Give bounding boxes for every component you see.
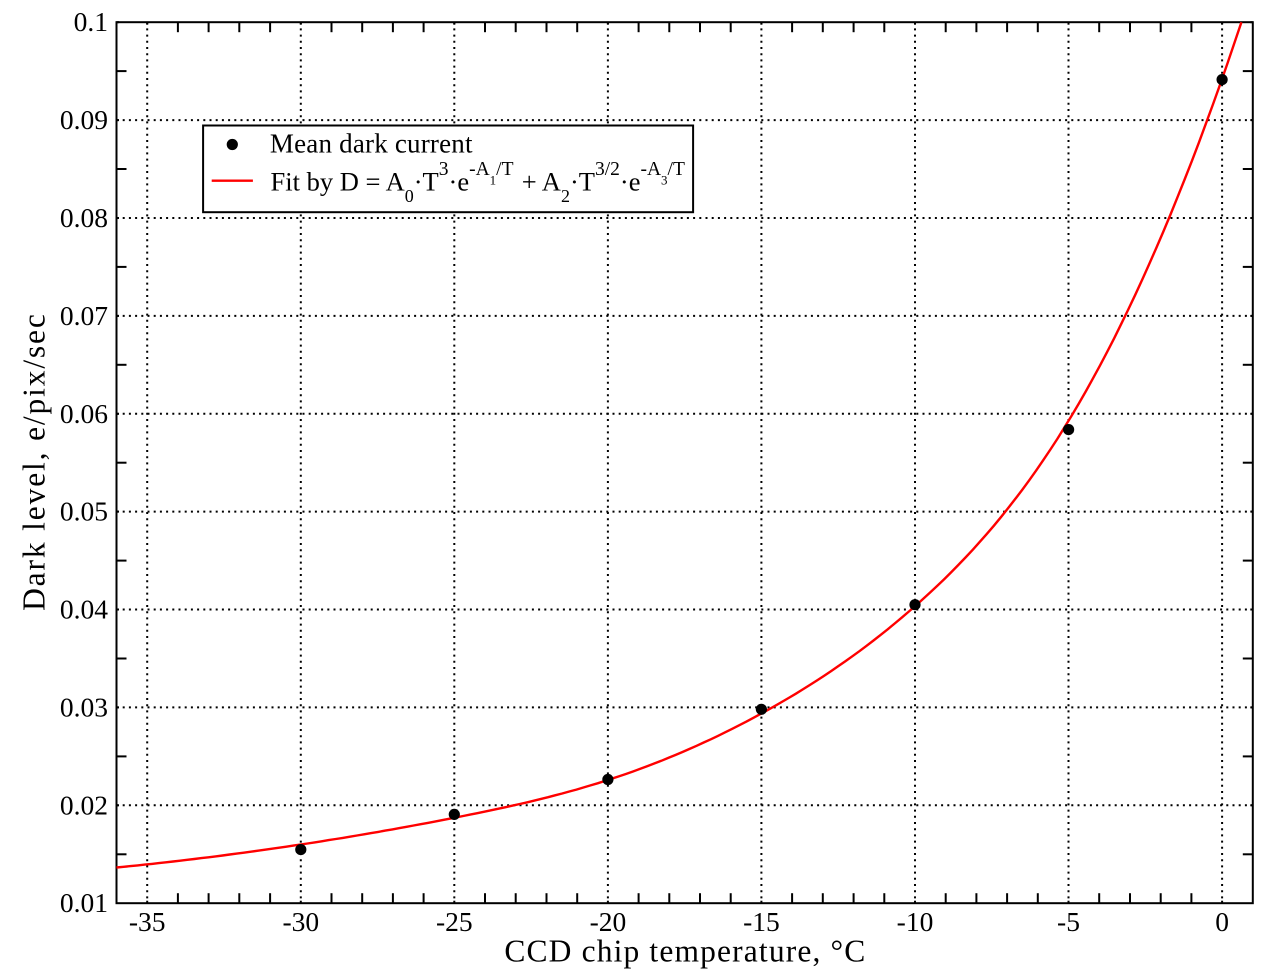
svg-text:0.06: 0.06 bbox=[60, 398, 108, 429]
svg-text:CCD chip temperature, °C: CCD chip temperature, °C bbox=[504, 934, 866, 969]
svg-text:-30: -30 bbox=[282, 906, 319, 937]
svg-text:-25: -25 bbox=[436, 906, 473, 937]
svg-text:-20: -20 bbox=[590, 906, 627, 937]
svg-text:0: 0 bbox=[1215, 906, 1229, 937]
svg-text:0.01: 0.01 bbox=[60, 887, 108, 918]
svg-text:0.02: 0.02 bbox=[60, 789, 108, 820]
svg-text:Mean dark current: Mean dark current bbox=[270, 128, 473, 158]
svg-text:-5: -5 bbox=[1057, 906, 1080, 937]
svg-text:0.04: 0.04 bbox=[60, 594, 108, 625]
svg-text:Dark level, e/pix/sec: Dark level, e/pix/sec bbox=[16, 312, 51, 611]
svg-text:0.03: 0.03 bbox=[60, 691, 108, 722]
svg-text:0.1: 0.1 bbox=[74, 6, 108, 37]
svg-text:0.09: 0.09 bbox=[60, 104, 108, 135]
svg-text:0.07: 0.07 bbox=[60, 300, 108, 331]
svg-text:-10: -10 bbox=[897, 906, 934, 937]
svg-text:0.05: 0.05 bbox=[60, 496, 108, 527]
svg-text:0.08: 0.08 bbox=[60, 202, 108, 233]
svg-text:-35: -35 bbox=[129, 906, 166, 937]
svg-text:-15: -15 bbox=[743, 906, 780, 937]
